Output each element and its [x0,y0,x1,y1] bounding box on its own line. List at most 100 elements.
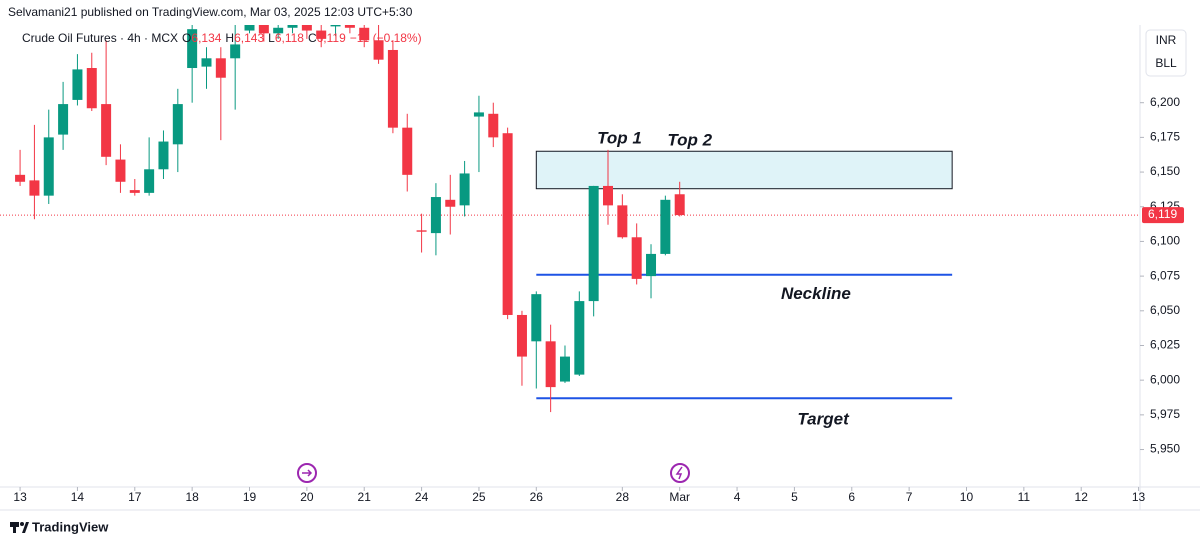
candle-body [101,104,112,157]
x-tick-label: 11 [1018,490,1031,504]
x-tick-label: 20 [300,490,314,504]
candle-body [631,237,642,279]
candle-body [172,104,183,145]
x-tick-label: 26 [530,490,544,504]
legend-value: 6,143 [234,31,264,45]
candle-body [158,141,169,170]
candle-body [588,185,599,302]
candle-body [531,294,542,342]
annotation: Top 2 [667,130,712,149]
y-tick-label: 6,175 [1150,130,1180,144]
scale-button[interactable]: BLL [1155,56,1177,70]
x-tick-label: 5 [791,490,798,504]
candle-body [144,169,155,193]
candle-body [430,197,441,234]
y-tick-label: 6,100 [1150,234,1180,248]
x-tick-label: 10 [960,490,974,504]
y-tick-label: 6,050 [1150,303,1180,317]
candle-body [545,341,556,388]
x-tick-label: 7 [906,490,913,504]
x-tick-label: 24 [415,490,429,504]
x-tick-label: 6 [848,490,855,504]
plot [0,25,1140,413]
candle-body [287,25,298,28]
candle-body [72,69,83,100]
legend-symbol: Crude Oil Futures · 4h · MCX [22,31,178,45]
level-label: Target [797,410,850,429]
candle-body [86,68,97,109]
candle-body [316,30,327,39]
candle-body [373,40,384,60]
x-tick-label: 12 [1075,490,1089,504]
brand: TradingView [32,519,109,534]
candle-body [29,180,40,196]
candle-body [344,25,355,28]
x-tick-label: 13 [13,490,27,504]
legend-key: L [268,31,275,45]
candle-body [646,253,657,277]
legend-change: −11 (−0.18%) [350,31,422,45]
scale-button[interactable]: INR [1156,33,1177,47]
candle-body [15,174,26,182]
candle-body [58,104,69,135]
last-price-label: 6,119 [1148,207,1177,221]
candle-body [459,173,470,206]
candle-body [516,314,527,357]
y-tick-label: 6,000 [1150,372,1180,386]
x-tick-label: Mar [669,490,690,504]
candle-body [574,301,585,375]
x-tick-label: 14 [71,490,85,504]
candle-body [187,29,198,69]
candle-body [488,113,499,138]
candle-body [674,194,685,216]
y-tick-label: 6,150 [1150,164,1180,178]
x-tick-label: 28 [616,490,630,504]
legend-key: C [308,31,317,45]
candle-body [603,185,613,206]
legend-value: 6,118 [275,31,304,45]
candle-body [301,25,312,31]
annotation: Top 1 [597,128,642,147]
candle-body [559,356,570,382]
legend-value: 6,134 [191,31,221,45]
candle-body [402,127,413,175]
tv-logo [10,522,29,533]
candle-body [473,112,484,117]
legend-key: O [182,31,191,45]
candle-body [387,49,398,128]
zone [535,150,953,190]
candle-body [359,27,370,41]
x-tick-label: 21 [358,490,372,504]
level-label: Neckline [781,284,851,303]
candle-body [330,25,341,27]
y-tick-label: 6,075 [1150,268,1180,282]
candle-body [244,25,255,31]
candle-body [258,25,269,34]
x-tick-label: 25 [472,490,486,504]
candle-body [230,44,241,59]
candle-body [502,133,513,315]
header: Selvamani21 published on TradingView.com… [8,5,413,19]
candle-body [215,58,226,78]
candle-body [617,205,628,238]
candle-body [43,137,54,196]
x-tick-label: 17 [128,490,142,504]
event-icon[interactable] [670,463,690,483]
last-price-badge [1142,207,1184,224]
candle-body [660,199,671,254]
x-tick-label: 4 [734,490,741,504]
candle-body [273,27,284,34]
x-tick-label: 13 [1132,490,1146,504]
legend-value: 6,119 [317,31,346,45]
scale-box[interactable] [1145,29,1187,77]
event-icon[interactable] [297,463,317,483]
candle-body [445,199,456,207]
x-tick-label: 19 [243,490,257,504]
overlay: Neckline Target Top 1 Top 2 Crude Oil Future… [22,31,851,429]
candle-body [115,159,126,182]
y-tick-label: 5,950 [1150,442,1180,456]
candle-body [416,230,427,232]
candle-body [129,190,140,193]
